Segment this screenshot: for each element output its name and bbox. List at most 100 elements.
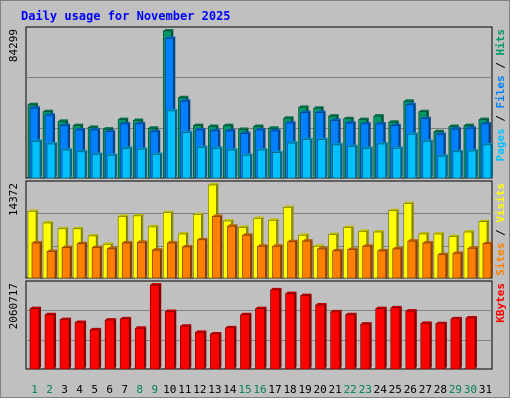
pages-bar-day-25-face: [392, 148, 402, 179]
pages-bar-day-4-top: [77, 149, 88, 152]
pages-bar-day-27-top: [422, 139, 433, 142]
kbytes-bar-day-3-face: [59, 319, 70, 370]
files-bar-day-22-top: [345, 121, 356, 124]
pages-bar-day-12-side: [205, 145, 208, 178]
sites-bar-day-31-side: [490, 241, 493, 278]
sites-bar-day-26-side: [415, 239, 418, 278]
hits-bar-day-17-top: [268, 126, 279, 129]
pages-bar-day-31-top: [482, 142, 493, 145]
x-tick-label: 16: [253, 383, 266, 396]
hits-bar-day-10-top: [163, 29, 174, 31]
pages-bar-day-4-side: [85, 149, 88, 178]
kbytes-bar-day-26-top: [405, 309, 417, 312]
files-bar-day-24-top: [375, 121, 386, 124]
files-bar-day-28-top: [435, 132, 446, 135]
sites-bar-day-10-side: [175, 241, 178, 278]
pages-bar-day-14-top: [227, 148, 238, 151]
sites-bar-day-11-side: [190, 244, 193, 278]
visits-bar-day-25-top: [388, 208, 399, 211]
pages-bar-day-31-face: [482, 144, 492, 179]
files-bar-day-2-top: [45, 113, 56, 116]
pages-bar-day-12: [197, 145, 208, 179]
pages-bar-day-23: [362, 146, 373, 179]
kbytes-bar-day-19-side: [309, 293, 312, 369]
kbytes-bar-day-9-side: [159, 283, 162, 369]
sites-bar-day-3: [61, 245, 73, 279]
hits-bar-day-8-top: [133, 118, 144, 121]
sites-bar-day-25-top: [392, 246, 403, 249]
files-bar-day-30-top: [465, 126, 476, 129]
kbytes-bar-day-13-top: [210, 331, 222, 334]
kbytes-bar-day-9-face: [149, 284, 160, 370]
kbytes-bar-day-6-face: [104, 319, 115, 370]
kbytes-bar-day-15: [240, 312, 252, 370]
kbytes-bar-day-15-top: [240, 312, 252, 315]
pages-bar-day-22-top: [347, 144, 358, 147]
pages-bar-day-11-top: [182, 130, 193, 133]
sites-bar-day-18-side: [295, 239, 298, 278]
pages-bar-day-10-side: [175, 108, 178, 178]
kbytes-bar-day-10-top: [165, 309, 177, 312]
sites-bar-day-6: [106, 246, 118, 279]
hits-bar-day-1-top: [28, 102, 38, 105]
sites-bar-day-4-face: [76, 243, 86, 279]
pages-bar-day-18: [287, 141, 298, 179]
x-tick-label: 28: [434, 383, 447, 396]
kbytes-bar-day-14-top: [225, 325, 237, 328]
kbytes-bar-day-7-face: [119, 318, 130, 370]
pages-bar-day-26: [407, 132, 418, 179]
series-name-hits: Hits: [494, 29, 507, 56]
series-label-3: KBytes: [494, 283, 507, 323]
sites-bar-day-16: [257, 244, 268, 279]
visits-bar-day-30-top: [463, 230, 474, 233]
visits-bar-day-23-top: [358, 229, 369, 232]
kbytes-bar-day-21-face: [330, 311, 340, 370]
files-bar-day-8-top: [135, 121, 146, 124]
kbytes-bar-day-24-top: [375, 306, 387, 309]
sites-bar-day-12-face: [197, 239, 206, 279]
pages-bar-day-11-side: [190, 130, 193, 178]
kbytes-bar-day-4-face: [74, 322, 85, 370]
pages-bar-day-18-top: [287, 141, 298, 144]
files-bar-day-31-top: [480, 121, 491, 124]
visits-bar-day-22-top: [343, 225, 354, 228]
visits-bar-day-28-top: [433, 231, 444, 234]
pages-bar-day-20-side: [325, 137, 328, 178]
pages-bar-day-2-top: [47, 141, 58, 144]
sites-bar-day-22-top: [347, 247, 358, 250]
sites-bar-day-5-top: [92, 245, 103, 248]
kbytes-bar-day-24-side: [384, 306, 387, 369]
pages-bar-day-2-side: [55, 141, 58, 178]
kbytes-bar-day-18: [285, 291, 297, 370]
x-tick-label: 12: [193, 383, 206, 396]
series-name-sites: Sites: [494, 243, 507, 276]
pages-bar-day-19-face: [302, 139, 311, 179]
kbytes-bar-day-11-top: [180, 324, 192, 327]
hits-bar-day-15-top: [238, 127, 249, 130]
sites-bar-day-7-top: [122, 241, 133, 244]
kbytes-bar-day-12-top: [195, 330, 207, 333]
x-tick-label: 17: [268, 383, 281, 396]
kbytes-bar-day-9: [149, 283, 162, 370]
sites-bar-day-30-top: [467, 246, 478, 249]
kbytes-bar-day-20: [315, 303, 327, 370]
sites-bar-day-19-face: [302, 240, 311, 279]
x-tick-label: 11: [178, 383, 191, 396]
label-separator: /: [494, 223, 507, 243]
kbytes-bar-day-12-side: [204, 330, 207, 369]
kbytes-bar-day-10-face: [164, 311, 175, 370]
pages-bar-day-25-top: [392, 146, 403, 149]
kbytes-bar-day-3: [59, 317, 72, 370]
pages-bar-day-15-face: [242, 155, 251, 179]
x-tick-label: 1: [31, 383, 38, 396]
pages-bar-day-7-top: [122, 146, 133, 149]
x-tick-label: 20: [314, 383, 327, 396]
sites-bar-day-31: [482, 241, 493, 279]
files-bar-day-5-top: [90, 128, 101, 131]
sites-bar-day-1: [31, 241, 42, 279]
sites-bar-day-30-face: [467, 247, 477, 279]
sites-bar-day-9-face: [151, 249, 161, 279]
pages-bar-day-21-top: [332, 142, 343, 145]
sites-bar-day-16-top: [257, 244, 268, 247]
sites-bar-day-24-face: [377, 250, 387, 279]
